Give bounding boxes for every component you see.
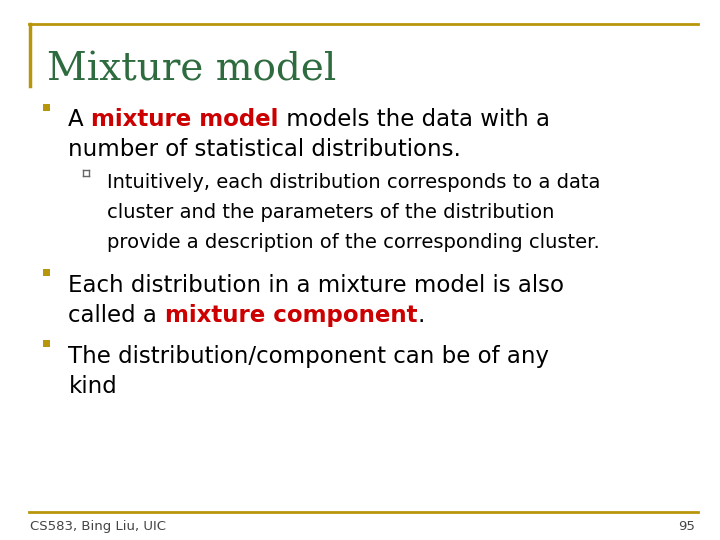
Text: .: . <box>417 304 424 327</box>
Text: cluster and the parameters of the distribution: cluster and the parameters of the distri… <box>107 203 554 222</box>
Text: number of statistical distributions.: number of statistical distributions. <box>68 138 462 161</box>
Text: Mixture model: Mixture model <box>47 51 336 89</box>
Text: models the data with a: models the data with a <box>279 108 549 131</box>
Text: CS583, Bing Liu, UIC: CS583, Bing Liu, UIC <box>30 520 166 533</box>
Text: mixture component: mixture component <box>165 304 417 327</box>
Text: Each distribution in a mixture model is also: Each distribution in a mixture model is … <box>68 274 564 296</box>
Text: 95: 95 <box>678 520 695 533</box>
Text: A: A <box>68 108 91 131</box>
Text: Intuitively, each distribution corresponds to a data: Intuitively, each distribution correspon… <box>107 173 600 192</box>
Text: The distribution/component can be of any: The distribution/component can be of any <box>68 345 549 368</box>
Text: called a: called a <box>68 304 165 327</box>
Text: provide a description of the corresponding cluster.: provide a description of the correspondi… <box>107 233 599 252</box>
Text: kind: kind <box>68 375 117 398</box>
Text: mixture model: mixture model <box>91 108 279 131</box>
